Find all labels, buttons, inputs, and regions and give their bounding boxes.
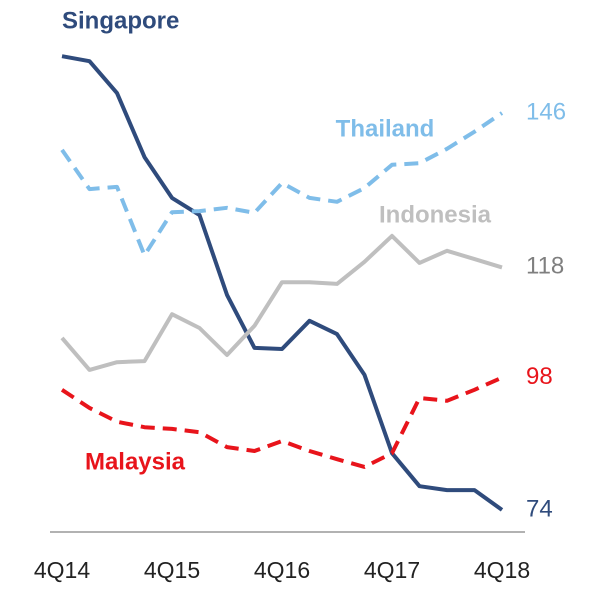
x-tick-label: 4Q18 — [474, 557, 530, 583]
series-line — [61, 54, 504, 512]
series-line — [60, 233, 503, 372]
x-tick-label: 4Q15 — [144, 557, 200, 583]
series-line — [60, 111, 504, 258]
end-value-label: 98 — [526, 363, 553, 390]
x-tick-label: 4Q14 — [34, 557, 90, 583]
x-tick-label: 4Q17 — [364, 557, 420, 583]
x-tick-label: 4Q16 — [254, 557, 310, 583]
end-value-label: 146 — [526, 98, 566, 125]
series-label: Malaysia — [85, 448, 186, 475]
series-label: Singapore — [62, 7, 179, 34]
series-label: Thailand — [336, 115, 435, 142]
series-line — [60, 375, 503, 469]
series-label: Indonesia — [379, 201, 492, 228]
end-value-label: 74 — [526, 495, 553, 522]
end-value-label: 118 — [526, 253, 564, 280]
